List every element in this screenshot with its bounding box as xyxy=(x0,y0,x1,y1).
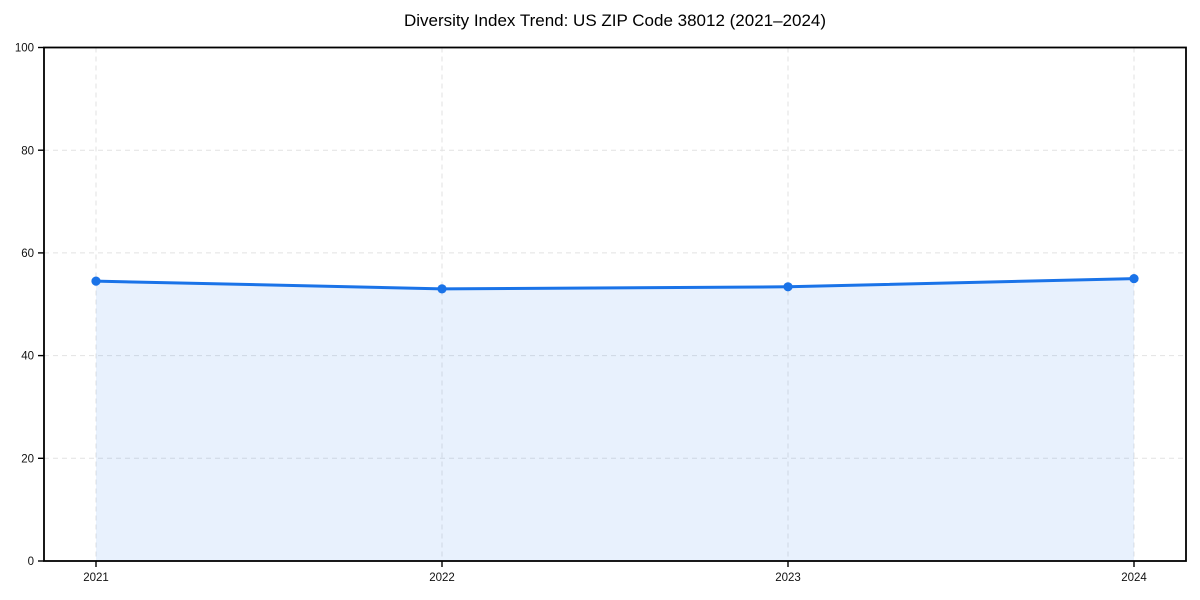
axis-tick-labels: 0 20 40 60 80 100 2021 2022 2023 2024 xyxy=(15,43,1148,584)
x-tick-label: 2024 xyxy=(1121,572,1147,584)
data-point xyxy=(91,276,101,286)
y-tick-label: 20 xyxy=(21,453,34,465)
data-point xyxy=(783,282,793,292)
area-fill xyxy=(96,278,1134,561)
trend-line xyxy=(94,277,1136,291)
area-fill-path xyxy=(96,278,1134,561)
x-tick-label: 2021 xyxy=(83,572,109,584)
x-tick-label: 2023 xyxy=(775,572,801,584)
data-point xyxy=(437,284,447,294)
plot-border xyxy=(43,46,1187,562)
y-tick-label: 80 xyxy=(21,145,34,157)
x-tick-label: 2022 xyxy=(429,572,455,584)
trend-line-path xyxy=(94,277,1136,291)
chart-title: Diversity Index Trend: US ZIP Code 38012… xyxy=(403,11,827,30)
y-tick-label: 40 xyxy=(21,351,34,363)
axes-spines xyxy=(43,46,1187,562)
y-tick-label: 0 xyxy=(28,556,34,568)
axis-ticks xyxy=(38,46,1135,567)
y-tick-label: 60 xyxy=(21,248,34,260)
y-tick-label: 100 xyxy=(15,43,34,55)
data-point xyxy=(1129,273,1139,284)
data-points xyxy=(91,273,1139,294)
